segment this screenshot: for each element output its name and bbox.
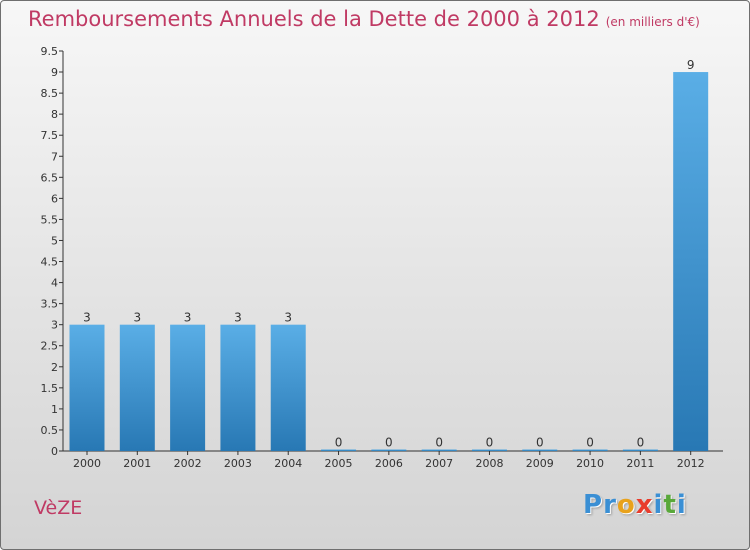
logo-letter: x	[635, 490, 654, 520]
x-tick-label: 2004	[274, 457, 302, 470]
proxiti-logo: Proxiti	[583, 490, 687, 520]
x-tick-label: 2001	[123, 457, 151, 470]
x-tick-label: 2012	[677, 457, 705, 470]
y-tick-label: 7.5	[41, 129, 59, 142]
bar-value-label: 3	[83, 311, 91, 325]
bar-value-label: 0	[586, 436, 594, 450]
bar	[119, 324, 155, 451]
y-tick-label: 9	[51, 66, 58, 79]
logo-letter: i	[676, 490, 687, 520]
chart-labels: 3 2000 3 2001 3 2002 3 2003 3 2004 0 2005 0 2006 0 2007…	[73, 58, 705, 470]
chart-bars	[69, 72, 709, 451]
bar	[220, 324, 256, 451]
y-tick-label: 6.5	[41, 171, 59, 184]
bar	[170, 324, 206, 451]
y-tick-label: 0	[51, 445, 58, 458]
bar	[421, 449, 457, 451]
x-tick-label: 2010	[576, 457, 604, 470]
x-tick-label: 2005	[325, 457, 353, 470]
logo-letter: t	[663, 490, 677, 520]
chart-title-text: Remboursements Annuels de la Dette de 20…	[28, 7, 600, 31]
y-tick-label: 6	[51, 192, 58, 205]
y-tick-label: 2.5	[41, 340, 59, 353]
y-tick-label: 2	[51, 361, 58, 374]
y-tick-label: 8.5	[41, 87, 59, 100]
bar	[371, 449, 407, 451]
y-tick-label: 3	[51, 319, 58, 332]
y-tick-label: 3.5	[41, 298, 59, 311]
bar-value-label: 0	[435, 436, 443, 450]
bar	[69, 324, 105, 451]
y-tick-label: 5	[51, 234, 58, 247]
bar-value-label: 0	[486, 436, 494, 450]
x-tick-label: 2003	[224, 457, 252, 470]
bar	[622, 449, 658, 451]
y-tick-label: 8	[51, 108, 58, 121]
x-tick-label: 2000	[73, 457, 101, 470]
y-tick-label: 0.5	[41, 424, 59, 437]
y-tick-label: 7	[51, 150, 58, 163]
x-tick-label: 2008	[475, 457, 503, 470]
bar-value-label: 0	[536, 436, 544, 450]
bar-value-label: 0	[385, 436, 393, 450]
x-tick-label: 2007	[425, 457, 453, 470]
y-tick-label: 4.5	[41, 256, 59, 269]
town-name: VèZE	[34, 497, 83, 519]
bar-value-label: 3	[284, 311, 292, 325]
chart-unit: (en milliers d'€)	[605, 15, 700, 29]
bar-value-label: 0	[637, 436, 645, 450]
bar	[270, 324, 306, 451]
y-tick-label: 4	[51, 277, 58, 290]
x-tick-label: 2002	[174, 457, 202, 470]
bar-value-label: 3	[234, 311, 242, 325]
x-tick-label: 2009	[526, 457, 554, 470]
bar	[673, 72, 709, 451]
x-tick-label: 2011	[626, 457, 654, 470]
chart-axes: 0 0.5 1 1.5 2 2.5 3 3.5 4 4.5 5 5.5 6 6.5 7 7.5 8 8.5 9 9.5	[41, 45, 723, 458]
logo-letter: P	[583, 490, 604, 520]
y-tick-label: 5.5	[41, 213, 59, 226]
y-tick-label: 1	[51, 403, 58, 416]
bar-value-label: 3	[184, 311, 192, 325]
chart-title: Remboursements Annuels de la Dette de 20…	[28, 7, 700, 31]
bar	[572, 449, 608, 451]
bar-value-label: 0	[335, 436, 343, 450]
x-tick-label: 2006	[375, 457, 403, 470]
logo-letter: i	[653, 490, 664, 520]
bar	[471, 449, 507, 451]
y-tick-label: 9.5	[41, 45, 59, 58]
bar-value-label: 9	[687, 58, 695, 72]
bar-value-label: 3	[133, 311, 141, 325]
bar	[321, 449, 357, 451]
logo-letter: r	[603, 490, 617, 520]
y-tick-label: 1.5	[41, 382, 59, 395]
logo-letter: o	[616, 490, 636, 520]
bar	[522, 449, 558, 451]
